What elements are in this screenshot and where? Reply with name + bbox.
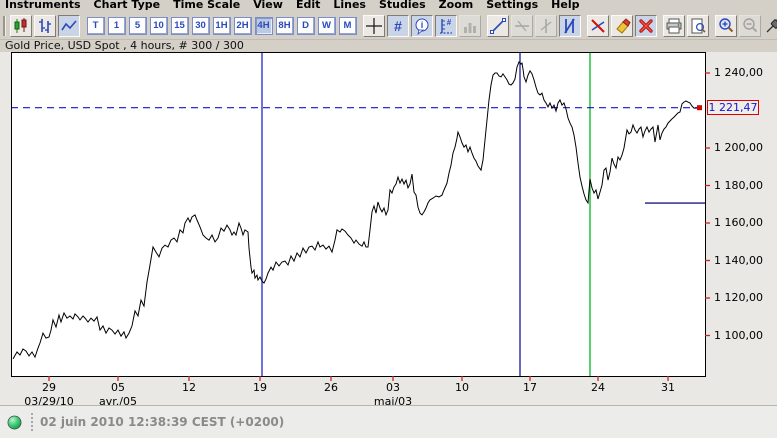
menu-item-help[interactable]: Help xyxy=(551,0,580,11)
ohlc-bar-chart-button[interactable] xyxy=(34,14,56,37)
timeframe-button-15[interactable]: 15 xyxy=(170,16,189,35)
y-axis-label: 1 140,00 xyxy=(714,253,763,267)
status-separator xyxy=(31,413,33,431)
info-balloon-button[interactable]: i xyxy=(411,14,433,37)
volume-bars-icon xyxy=(464,22,476,33)
grid-button[interactable]: # xyxy=(387,14,409,37)
print-button[interactable] xyxy=(663,14,685,37)
remove-line-icon xyxy=(591,18,605,33)
trend-line-button[interactable] xyxy=(487,14,509,37)
printer-icon xyxy=(666,18,682,33)
delete-all-icon xyxy=(639,18,653,33)
x-axis-sublabel: 03/29/10 xyxy=(24,395,74,408)
print-preview-button[interactable] xyxy=(687,14,709,37)
x-axis-sublabel: avr./05 xyxy=(99,395,137,408)
x-axis-label: 03 xyxy=(386,381,400,394)
cross-line-button[interactable] xyxy=(559,14,581,37)
ohlc-bars-icon xyxy=(39,18,51,33)
toolbar-drag-handle[interactable] xyxy=(3,15,6,36)
axis-values-button[interactable]: # xyxy=(435,14,457,37)
last-price-label: 1 221,47 xyxy=(708,101,758,115)
connection-status-icon xyxy=(7,415,22,429)
timeframe-group: T 1 5 10 15 30 1H 2H 4H 8H D W M xyxy=(85,16,358,35)
svg-text:#: # xyxy=(447,18,452,27)
toolbar: T 1 5 10 15 30 1H 2H 4H 8H D W M # i # xyxy=(0,12,777,40)
timeframe-button-8h[interactable]: 8H xyxy=(275,16,294,35)
timeframe-button-2h[interactable]: 2H xyxy=(233,16,252,35)
timeframe-button-4h[interactable]: 4H xyxy=(254,16,273,35)
zoom-in-button[interactable] xyxy=(715,14,737,37)
timeframe-button-30[interactable]: 30 xyxy=(191,16,210,35)
crosshair-icon xyxy=(366,17,382,34)
menu-item-lines[interactable]: Lines xyxy=(333,0,366,11)
horizontal-line-icon xyxy=(515,20,529,31)
timeframe-button-10[interactable]: 10 xyxy=(149,16,168,35)
crosshair-button[interactable] xyxy=(363,14,385,37)
x-axis-label: 05 xyxy=(111,381,125,394)
menu-item-chart-type[interactable]: Chart Type xyxy=(93,0,161,11)
info-balloon-icon: i xyxy=(415,18,429,35)
vertical-line-button[interactable] xyxy=(535,14,557,37)
x-axis-label: 17 xyxy=(523,381,537,394)
y-axis-label: 1 180,00 xyxy=(714,178,763,192)
chart-title: Gold Price, USD Spot , 4 hours, # 300 / … xyxy=(0,40,777,52)
x-axis-label: 26 xyxy=(324,381,338,394)
vertical-line-icon xyxy=(540,18,552,33)
x-axis-label: 10 xyxy=(455,381,469,394)
x-axis-label: 29 xyxy=(42,381,56,394)
timeframe-button-1h[interactable]: 1H xyxy=(212,16,231,35)
status-bar: 02 juin 2010 12:38:39 CEST (+0200) xyxy=(0,405,777,438)
line-chart-icon xyxy=(61,19,77,30)
zoom-in-icon xyxy=(719,17,734,32)
y-axis-label: 1 120,00 xyxy=(714,291,763,304)
pin-toolbar-button[interactable] xyxy=(762,15,777,37)
timeframe-button-1[interactable]: 1 xyxy=(107,16,126,35)
x-axis-label: 31 xyxy=(661,381,675,394)
timeframe-button-m[interactable]: M xyxy=(338,16,357,35)
timeframe-button-d[interactable]: D xyxy=(296,16,315,35)
menu-item-instruments[interactable]: Instruments xyxy=(5,0,81,11)
grid-icon: # xyxy=(394,17,402,34)
candlestick-icon xyxy=(14,17,27,33)
zoom-out-button[interactable] xyxy=(739,14,761,37)
chart-region[interactable]: 1 221,47 1 240,00 1 200,00 1 180,00 1 160,0… xyxy=(0,52,777,408)
horizontal-line-button[interactable] xyxy=(511,14,533,37)
x-axis-label: 12 xyxy=(182,381,196,394)
axis-values-icon: # xyxy=(440,18,452,34)
x-axis-sublabel: mai/03 xyxy=(373,395,413,408)
menu-bar: Instruments Chart Type Time Scale View Edit L… xyxy=(0,0,777,12)
menu-item-edit[interactable]: Edit xyxy=(295,0,321,11)
timeframe-button-t[interactable]: T xyxy=(86,16,105,35)
remove-line-button[interactable] xyxy=(587,14,609,37)
candlestick-chart-button[interactable] xyxy=(10,14,32,37)
menu-item-view[interactable]: View xyxy=(253,0,283,11)
x-axis-label: 24 xyxy=(591,381,605,394)
eraser-button[interactable] xyxy=(611,14,633,37)
delete-all-button[interactable] xyxy=(635,14,657,37)
y-axis-label: 1 200,00 xyxy=(714,141,763,154)
timeframe-button-w[interactable]: W xyxy=(317,16,336,35)
menu-item-zoom[interactable]: Zoom xyxy=(438,0,474,11)
volume-button[interactable] xyxy=(459,14,481,37)
y-axis-label: 1 100,00 xyxy=(714,328,763,342)
status-timestamp: 02 juin 2010 12:38:39 CEST (+0200) xyxy=(40,415,285,429)
line-chart-button[interactable] xyxy=(58,14,80,37)
y-axis-label: 1 160,00 xyxy=(714,216,763,229)
pushpin-icon xyxy=(766,18,777,32)
timeframe-button-5[interactable]: 5 xyxy=(128,16,147,35)
y-axis-label: 1 240,00 xyxy=(714,66,763,79)
print-preview-icon xyxy=(691,18,706,33)
menu-item-studies[interactable]: Studies xyxy=(378,0,426,11)
cross-line-icon xyxy=(564,18,575,33)
x-axis-label: 19 xyxy=(253,381,267,394)
menu-item-settings[interactable]: Settings xyxy=(486,0,539,11)
last-price-box: 1 221,47 xyxy=(707,100,759,116)
price-chart[interactable] xyxy=(0,52,777,405)
trend-line-icon xyxy=(490,17,506,34)
svg-text:i: i xyxy=(421,20,424,30)
eraser-icon xyxy=(616,17,631,34)
zoom-out-icon xyxy=(743,17,758,32)
menu-item-time-scale[interactable]: Time Scale xyxy=(173,0,241,11)
